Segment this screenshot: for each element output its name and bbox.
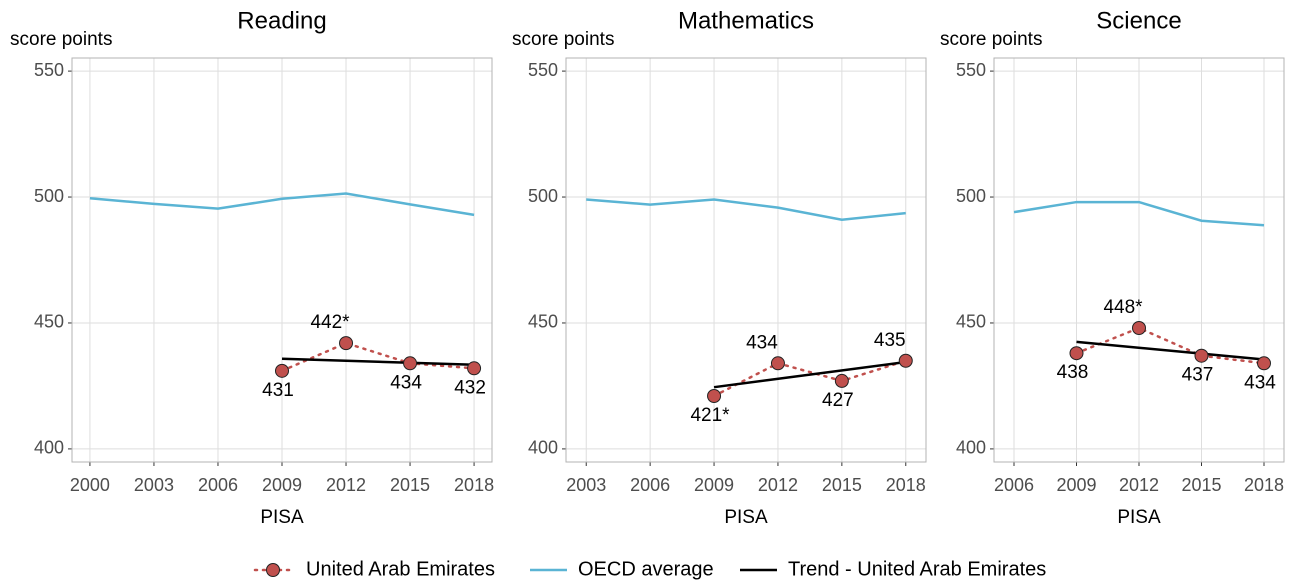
x-tick-label: 2003 (566, 475, 606, 495)
oecd-line (586, 198, 906, 221)
oecd-line (89, 192, 475, 217)
uae-point (275, 363, 289, 378)
y-tick-label: 400 (956, 438, 986, 458)
y-tick-label: 550 (528, 60, 558, 80)
data-label: 431 (262, 380, 294, 401)
chart-title: Mathematics (678, 7, 814, 34)
x-tick-label: 2009 (1056, 475, 1096, 495)
x-tick-label: 2012 (326, 475, 366, 495)
uae-line (1075, 326, 1266, 365)
legend-label: United Arab Emirates (306, 558, 495, 580)
x-tick-label: 2006 (198, 475, 238, 495)
x-tick-label: 2006 (630, 475, 670, 495)
data-label: 434 (746, 332, 778, 353)
x-tick-label: 2003 (134, 475, 174, 495)
uae-point (770, 356, 785, 371)
plot-frame (565, 57, 927, 463)
y-tick-label: 550 (956, 60, 986, 80)
uae-point (834, 373, 849, 388)
plot-frame (993, 57, 1285, 463)
y-tick-label: 450 (528, 312, 558, 332)
y-axis-label: score points (10, 29, 112, 50)
x-tick-label: 2015 (390, 475, 430, 495)
x-tick-label: 2018 (454, 475, 494, 495)
x-tick-label: 2015 (1181, 475, 1221, 495)
y-tick-label: 400 (528, 438, 558, 458)
y-tick-label: 550 (34, 60, 64, 80)
uae-point (898, 353, 913, 368)
x-tick-label: 2006 (994, 475, 1034, 495)
uae-point (339, 336, 354, 351)
data-label: 421* (690, 405, 730, 426)
uae-point (403, 356, 418, 371)
uae-point (467, 361, 482, 376)
x-tick-label: 2012 (758, 475, 798, 495)
uae-point (1069, 346, 1084, 361)
chart-title: Reading (237, 7, 326, 34)
y-axis-label: score points (940, 29, 1042, 50)
data-label: 435 (874, 330, 906, 351)
data-label: 448* (1103, 297, 1143, 318)
data-label: 432 (454, 377, 486, 398)
legend-label: OECD average (578, 558, 714, 580)
trend-line (1076, 340, 1265, 361)
trend-line (281, 357, 475, 367)
plot-frame (71, 57, 493, 463)
data-label: 434 (390, 372, 422, 393)
y-tick-label: 500 (34, 186, 64, 206)
uae-point (1257, 356, 1271, 371)
data-label: 427 (822, 390, 854, 411)
data-label: 442* (310, 312, 350, 333)
x-tick-label: 2018 (1244, 475, 1284, 495)
data-label: 434 (1244, 372, 1276, 393)
x-tick-label: 2009 (694, 475, 734, 495)
trend-line (713, 360, 906, 389)
uae-point (707, 389, 722, 404)
x-tick-label: 2012 (1119, 475, 1159, 495)
data-label: 437 (1182, 365, 1214, 386)
y-tick-label: 500 (956, 186, 986, 206)
uae-point (1132, 321, 1146, 336)
x-axis-label: PISA (260, 507, 304, 528)
x-axis-label: PISA (1117, 507, 1161, 528)
uae-point (1194, 348, 1209, 363)
x-tick-label: 2015 (822, 475, 862, 495)
y-tick-label: 500 (528, 186, 558, 206)
y-tick-label: 450 (34, 312, 64, 332)
x-tick-label: 2009 (262, 475, 302, 495)
uae-line (712, 359, 908, 398)
legend-uae-dot (266, 563, 280, 577)
x-tick-label: 2018 (886, 475, 926, 495)
uae-line (280, 341, 476, 373)
x-axis-label: PISA (724, 507, 768, 528)
x-tick-label: 2000 (70, 475, 110, 495)
y-axis-label: score points (512, 29, 614, 50)
y-tick-label: 400 (34, 438, 64, 458)
data-label: 438 (1057, 362, 1089, 383)
legend-label: Trend - United Arab Emirates (788, 558, 1046, 580)
chart-title: Science (1096, 7, 1181, 34)
y-tick-label: 450 (956, 312, 986, 332)
oecd-line (1013, 200, 1265, 227)
